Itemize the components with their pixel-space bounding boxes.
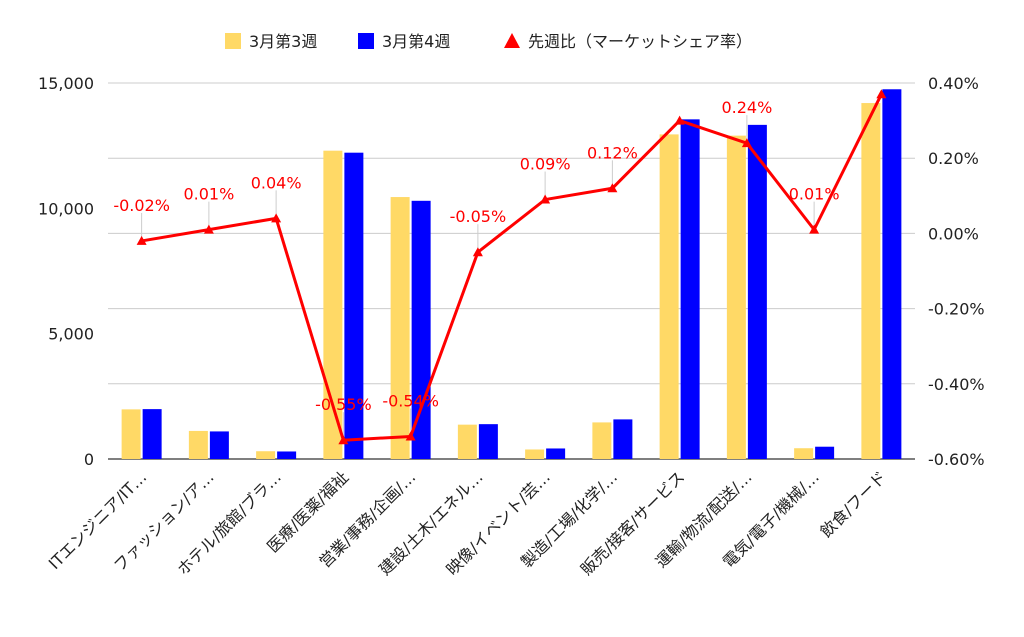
bar-3月第4週 [680, 119, 700, 459]
line-data-label: 0.24% [721, 98, 772, 117]
bar-3月第3週 [256, 451, 276, 459]
line-data-label: -0.05% [450, 207, 507, 226]
bar-3月第3週 [659, 134, 679, 460]
bar-3月第4週 [613, 419, 633, 459]
bar-3月第4週 [209, 431, 229, 459]
line-point-marker [540, 194, 551, 204]
bar-3月第3週 [525, 449, 545, 459]
line-data-label: -0.54% [382, 391, 439, 410]
legend-swatch-3月第4週 [358, 33, 374, 49]
bar-3月第4週 [344, 152, 364, 459]
line-point-marker [876, 89, 887, 99]
line-data-label: 0.01% [789, 185, 840, 204]
line-data-label: 0.09% [520, 155, 571, 174]
y-right-tick-label: -0.40% [928, 375, 985, 394]
y-right-tick-label: 0.00% [928, 224, 979, 243]
legend-label: 先週比（マーケットシェア率） [528, 32, 752, 51]
line-point-marker [741, 138, 752, 148]
line-point-marker [809, 224, 820, 234]
line-point-marker [472, 247, 483, 257]
bar-3月第4週 [882, 89, 902, 460]
line-point-marker [405, 431, 416, 441]
bar-3月第4週 [546, 448, 566, 459]
bar-3月第4週 [478, 424, 498, 459]
line-data-label: -0.55% [315, 395, 372, 414]
line-data-label: 0.04% [251, 173, 302, 192]
bar-3月第4週 [747, 124, 767, 460]
line-data-label: 0.12% [587, 143, 638, 162]
line-point-marker [674, 115, 685, 125]
bar-3月第4週 [411, 200, 431, 459]
bar-3月第4週 [277, 451, 297, 459]
bar-3月第4週 [815, 446, 835, 459]
bar-3月第3週 [861, 103, 881, 459]
line-data-label: -0.02% [113, 196, 170, 215]
line-point-marker [203, 224, 214, 234]
bar-3月第3週 [390, 197, 410, 459]
legend-swatch-先週比 [504, 33, 520, 48]
y-right-tick-label: 0.20% [928, 149, 979, 168]
y-left-tick-label: 10,000 [38, 199, 94, 218]
y-left-tick-label: 0 [84, 450, 94, 469]
legend-label: 3月第3週 [249, 32, 317, 51]
line-point-marker [607, 183, 618, 193]
x-tick-label: 飲食/フード [816, 467, 890, 541]
y-right-tick-label: -0.60% [928, 450, 985, 469]
line-point-marker [271, 213, 282, 223]
line-point-marker [338, 435, 349, 445]
line-point-marker [136, 235, 147, 245]
bar-3月第4週 [142, 409, 162, 459]
bar-3月第3週 [323, 150, 343, 459]
y-left-tick-label: 15,000 [38, 74, 94, 93]
bar-3月第3週 [726, 135, 746, 459]
y-right-tick-label: -0.20% [928, 300, 985, 319]
legend-swatch-3月第3週 [225, 33, 241, 49]
bar-3月第3週 [794, 448, 814, 459]
line-data-label: 0.01% [183, 185, 234, 204]
legend-label: 3月第4週 [382, 32, 450, 51]
bar-3月第3週 [188, 430, 208, 459]
bar-3月第3週 [121, 409, 141, 459]
bar-3月第3週 [457, 424, 477, 459]
y-left-tick-label: 5,000 [48, 325, 94, 344]
line-先週比 [141, 93, 883, 442]
y-right-tick-label: 0.40% [928, 74, 979, 93]
bar-3月第3週 [592, 422, 612, 459]
